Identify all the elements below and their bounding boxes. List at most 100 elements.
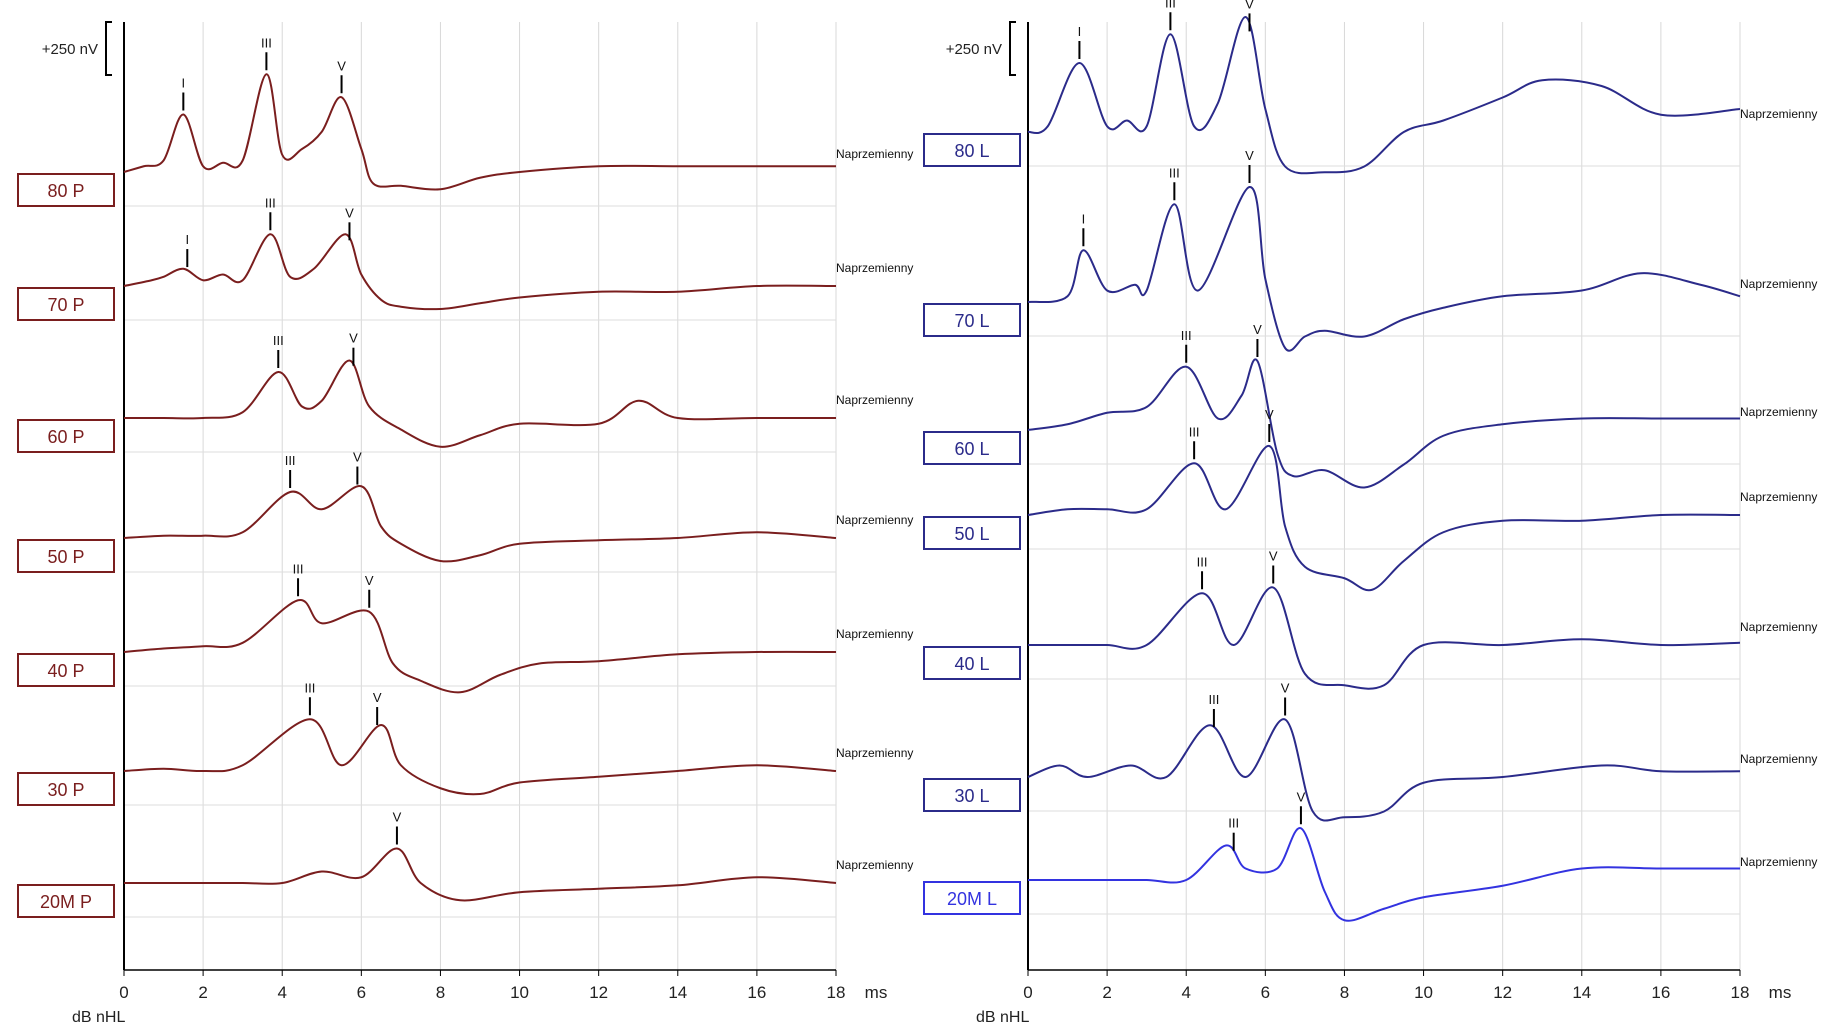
trace-label-box <box>923 881 1021 915</box>
trace-label: 40 P <box>47 661 84 681</box>
waveform-line <box>123 718 837 796</box>
x-tick-label: 14 <box>668 983 687 1002</box>
trace-label-box <box>17 287 115 321</box>
trace-label: 70 L <box>954 311 989 331</box>
x-tick-label: 2 <box>198 983 207 1002</box>
waveform-line <box>123 73 836 191</box>
trace-note: Naprzemienny <box>1740 277 1817 291</box>
trace-40-l: III V 40 L Naprzemienny <box>923 549 1817 690</box>
x-tick-label: 6 <box>357 983 366 1002</box>
waveform-line <box>1027 358 1740 489</box>
peak-label-III: III <box>304 680 315 695</box>
trace-note: Naprzemienny <box>1740 752 1817 766</box>
trace-note: Naprzemienny <box>836 627 913 641</box>
x-tick-label: 16 <box>747 983 766 1002</box>
x-unit-label: ms <box>865 983 888 1002</box>
peak-label-III: III <box>1228 816 1239 831</box>
trace-60-l: III V 60 L Naprzemienny <box>923 322 1817 489</box>
x-tick-label: 4 <box>1181 983 1190 1002</box>
x-tick-label: 10 <box>510 983 529 1002</box>
x-tick-label: 12 <box>589 983 608 1002</box>
trace-label-box <box>923 778 1021 812</box>
trace-note: Naprzemienny <box>1740 107 1817 121</box>
scale-label: +250 nV <box>42 41 98 58</box>
peak-label-V: V <box>393 810 402 825</box>
trace-label: 60 L <box>954 439 989 459</box>
peak-label-I: I <box>182 76 186 91</box>
peak-label-I: I <box>1078 24 1082 39</box>
waveform-line <box>123 485 837 563</box>
peak-label-III: III <box>1169 165 1180 180</box>
peak-label-V: V <box>345 205 354 220</box>
trace-label: 60 P <box>47 427 84 447</box>
trace-note: Naprzemienny <box>836 393 913 407</box>
trace-note: Naprzemienny <box>836 513 913 527</box>
trace-note: Naprzemienny <box>1740 620 1817 634</box>
trace-label: 50 P <box>47 547 84 567</box>
peak-label-V: V <box>1269 549 1278 564</box>
trace-label: 20M P <box>40 892 92 912</box>
peak-label-III: III <box>1189 424 1200 439</box>
x-tick-label: 18 <box>827 983 846 1002</box>
x-tick-label: 8 <box>436 983 445 1002</box>
trace-label-box <box>923 516 1021 550</box>
scale-bar <box>1009 21 1016 76</box>
y-unit-label: dB nHL <box>72 1009 125 1026</box>
x-tick-label: 8 <box>1340 983 1349 1002</box>
peak-label-V: V <box>373 690 382 705</box>
peak-label-III: III <box>1181 328 1192 343</box>
trace-label: 70 P <box>47 295 84 315</box>
trace-20m-l: III V 20M L Naprzemienny <box>923 789 1817 922</box>
trace-note: Naprzemienny <box>1740 855 1817 869</box>
x-tick-label: 12 <box>1493 983 1512 1002</box>
trace-note: Naprzemienny <box>1740 490 1817 504</box>
x-tick-label: 14 <box>1572 983 1591 1002</box>
waveform-line <box>124 359 836 448</box>
trace-label-box <box>923 646 1021 680</box>
trace-20m-p: V 20M P Naprzemienny <box>17 810 913 918</box>
trace-label-box <box>17 884 115 918</box>
trace-label-box <box>17 772 115 806</box>
peak-label-I: I <box>185 232 189 247</box>
x-tick-label: 4 <box>277 983 286 1002</box>
x-unit-label: ms <box>1769 983 1792 1002</box>
scale-label: +250 nV <box>946 41 1002 58</box>
trace-note: Naprzemienny <box>836 746 913 760</box>
trace-50-p: III V 50 P Naprzemienny <box>17 450 913 573</box>
peak-label-V: V <box>1245 0 1254 11</box>
trace-note: Naprzemienny <box>836 147 913 161</box>
trace-label: 50 L <box>954 524 989 544</box>
peak-label-III: III <box>273 333 284 348</box>
trace-label: 80 P <box>47 181 84 201</box>
x-tick-label: 16 <box>1651 983 1670 1002</box>
peak-label-V: V <box>337 58 346 73</box>
trace-label-box <box>17 539 115 573</box>
x-tick-label: 6 <box>1261 983 1270 1002</box>
trace-label: 20M L <box>947 889 997 909</box>
x-tick-label: 10 <box>1414 983 1433 1002</box>
peak-label-V: V <box>1253 322 1262 337</box>
waveform-line <box>1027 186 1741 352</box>
x-tick-label: 0 <box>119 983 128 1002</box>
waveform-line <box>1027 15 1741 175</box>
trace-label-box <box>17 653 115 687</box>
waveform-line <box>1027 445 1741 592</box>
peak-label-V: V <box>1281 681 1290 696</box>
trace-label-box <box>923 303 1021 337</box>
trace-note: Naprzemienny <box>836 858 913 872</box>
x-tick-label: 2 <box>1102 983 1111 1002</box>
trace-30-l: III V 30 L Naprzemienny <box>923 681 1817 822</box>
trace-note: Naprzemienny <box>836 261 913 275</box>
trace-40-p: III V 40 P Naprzemienny <box>17 561 913 694</box>
peak-label-V: V <box>1245 148 1254 163</box>
waveform-line <box>1027 718 1741 822</box>
peak-label-III: III <box>1197 554 1208 569</box>
waveform-line <box>123 599 837 694</box>
trace-note: Naprzemienny <box>1740 405 1817 419</box>
trace-label: 30 P <box>47 780 84 800</box>
waveform-line <box>1028 586 1741 690</box>
